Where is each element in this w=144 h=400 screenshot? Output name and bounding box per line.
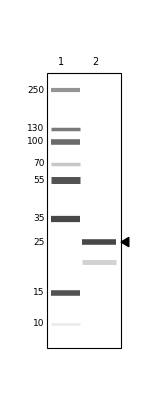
- Text: 35: 35: [33, 214, 44, 224]
- Text: 10: 10: [33, 319, 44, 328]
- Text: 70: 70: [33, 159, 44, 168]
- Bar: [48, 73, 121, 348]
- Text: 25: 25: [33, 238, 44, 246]
- Text: 15: 15: [33, 288, 44, 297]
- Text: 55: 55: [33, 176, 44, 185]
- Text: 1: 1: [58, 57, 64, 67]
- Text: 100: 100: [27, 138, 44, 146]
- Text: 250: 250: [27, 86, 44, 95]
- Text: 130: 130: [27, 124, 44, 133]
- Text: 2: 2: [92, 57, 99, 67]
- Polygon shape: [121, 238, 129, 247]
